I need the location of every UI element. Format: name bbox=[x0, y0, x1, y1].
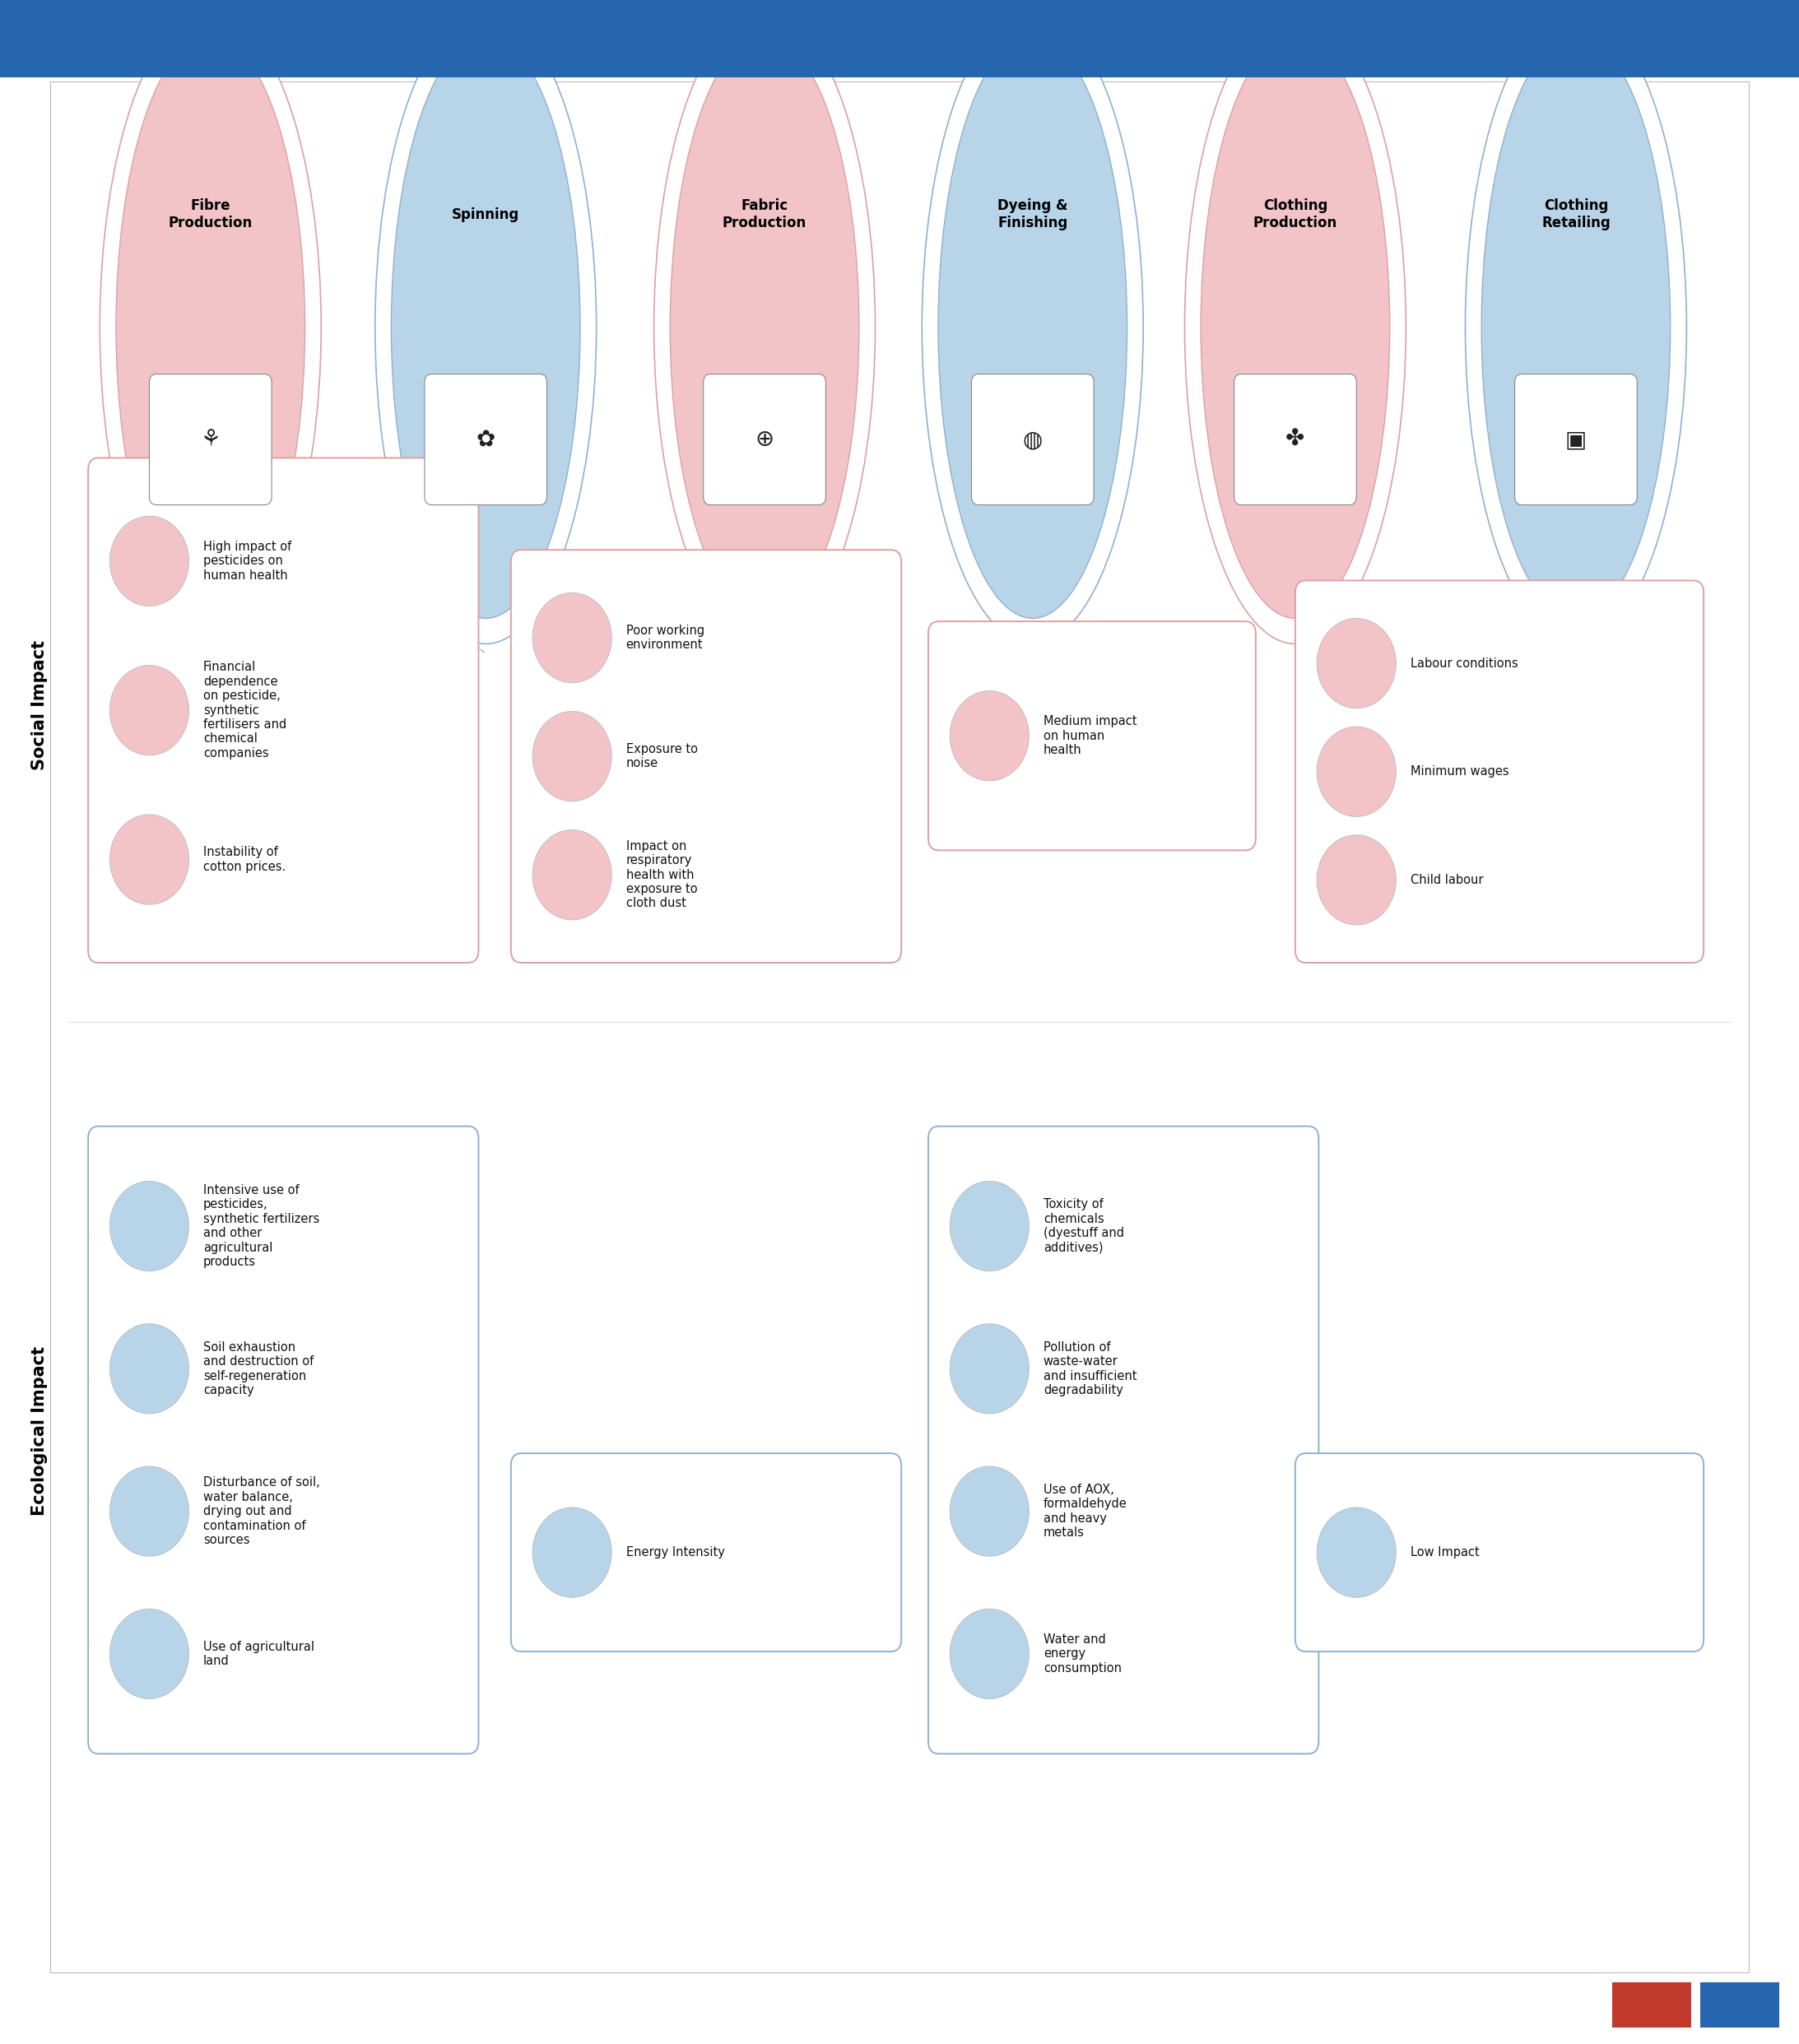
Ellipse shape bbox=[950, 1466, 1029, 1555]
FancyBboxPatch shape bbox=[928, 1126, 1319, 1754]
Text: Labour conditions: Labour conditions bbox=[1410, 656, 1518, 670]
Ellipse shape bbox=[1482, 37, 1671, 617]
Text: Fabric
Production: Fabric Production bbox=[723, 198, 806, 231]
Text: Poor working
environment: Poor working environment bbox=[626, 623, 705, 652]
FancyBboxPatch shape bbox=[511, 1453, 901, 1652]
Text: ▣: ▣ bbox=[1565, 427, 1587, 452]
Ellipse shape bbox=[101, 10, 322, 644]
Text: Pollution of
waste-water
and insufficient
degradability: Pollution of waste-water and insufficien… bbox=[1043, 1341, 1137, 1396]
Text: ◍: ◍ bbox=[1022, 427, 1043, 452]
Text: Intensive use of
pesticides,
synthetic fertilizers
and other
agricultural
produc: Intensive use of pesticides, synthetic f… bbox=[203, 1183, 320, 1267]
Ellipse shape bbox=[533, 830, 612, 920]
FancyBboxPatch shape bbox=[971, 374, 1094, 505]
Ellipse shape bbox=[1317, 834, 1396, 924]
Text: Low Impact: Low Impact bbox=[1410, 1545, 1479, 1560]
Text: ✿: ✿ bbox=[477, 427, 495, 452]
Text: Exposure to
noise: Exposure to noise bbox=[626, 742, 698, 771]
Ellipse shape bbox=[1317, 726, 1396, 816]
Text: Ecological Impact: Ecological Impact bbox=[31, 1347, 49, 1515]
Ellipse shape bbox=[950, 1181, 1029, 1271]
Ellipse shape bbox=[655, 10, 876, 644]
FancyBboxPatch shape bbox=[511, 550, 901, 963]
FancyBboxPatch shape bbox=[1295, 1453, 1704, 1652]
FancyBboxPatch shape bbox=[1612, 1983, 1691, 2028]
FancyBboxPatch shape bbox=[425, 374, 547, 505]
Ellipse shape bbox=[950, 691, 1029, 781]
FancyBboxPatch shape bbox=[1295, 580, 1704, 963]
Text: Use of AOX,
formaldehyde
and heavy
metals: Use of AOX, formaldehyde and heavy metal… bbox=[1043, 1484, 1128, 1539]
Text: Fibre
Production: Fibre Production bbox=[169, 198, 252, 231]
Ellipse shape bbox=[950, 1325, 1029, 1414]
Ellipse shape bbox=[117, 37, 306, 617]
Ellipse shape bbox=[1317, 617, 1396, 707]
Text: Water and
energy
consumption: Water and energy consumption bbox=[1043, 1633, 1121, 1674]
FancyBboxPatch shape bbox=[0, 0, 1799, 78]
Ellipse shape bbox=[110, 517, 189, 605]
Text: High impact of
pesticides on
human health: High impact of pesticides on human healt… bbox=[203, 540, 291, 583]
FancyBboxPatch shape bbox=[928, 621, 1256, 850]
Ellipse shape bbox=[1317, 1508, 1396, 1598]
Text: ✤: ✤ bbox=[1286, 427, 1304, 452]
Ellipse shape bbox=[110, 814, 189, 903]
FancyBboxPatch shape bbox=[1515, 374, 1637, 505]
Ellipse shape bbox=[1200, 37, 1389, 617]
Ellipse shape bbox=[110, 1466, 189, 1555]
FancyBboxPatch shape bbox=[1234, 374, 1356, 505]
Text: Disturbance of soil,
water balance,
drying out and
contamination of
sources: Disturbance of soil, water balance, dryi… bbox=[203, 1476, 320, 1545]
Text: Dyeing &
Finishing: Dyeing & Finishing bbox=[997, 198, 1069, 231]
Text: Toxicity of
chemicals
(dyestuff and
additives): Toxicity of chemicals (dyestuff and addi… bbox=[1043, 1198, 1124, 1253]
Text: Use of agricultural
land: Use of agricultural land bbox=[203, 1641, 315, 1668]
Text: Soil exhaustion
and destruction of
self-regeneration
capacity: Soil exhaustion and destruction of self-… bbox=[203, 1341, 313, 1396]
FancyBboxPatch shape bbox=[88, 458, 479, 963]
Text: Clothing
Retailing: Clothing Retailing bbox=[1542, 198, 1610, 231]
Ellipse shape bbox=[110, 1181, 189, 1271]
Ellipse shape bbox=[392, 37, 579, 617]
Ellipse shape bbox=[533, 711, 612, 801]
Text: Medium impact
on human
health: Medium impact on human health bbox=[1043, 715, 1137, 756]
Ellipse shape bbox=[1184, 10, 1407, 644]
Ellipse shape bbox=[110, 1325, 189, 1414]
Ellipse shape bbox=[921, 10, 1144, 644]
FancyBboxPatch shape bbox=[1700, 1983, 1779, 2028]
Text: Child labour: Child labour bbox=[1410, 873, 1482, 887]
Ellipse shape bbox=[669, 37, 860, 617]
Text: ⚘: ⚘ bbox=[200, 427, 221, 452]
Text: Impact on
respiratory
health with
exposure to
cloth dust: Impact on respiratory health with exposu… bbox=[626, 840, 698, 910]
Text: Energy Intensity: Energy Intensity bbox=[626, 1545, 725, 1560]
Ellipse shape bbox=[376, 10, 597, 644]
Ellipse shape bbox=[1464, 10, 1687, 644]
Text: Social Impact: Social Impact bbox=[31, 640, 49, 771]
Ellipse shape bbox=[110, 666, 189, 754]
Text: Spinning: Spinning bbox=[452, 206, 520, 223]
Ellipse shape bbox=[110, 1609, 189, 1699]
Text: Instability of
cotton prices.: Instability of cotton prices. bbox=[203, 846, 286, 873]
Text: Minimum wages: Minimum wages bbox=[1410, 764, 1509, 779]
Ellipse shape bbox=[939, 37, 1128, 617]
Text: Clothing
Production: Clothing Production bbox=[1254, 198, 1337, 231]
FancyBboxPatch shape bbox=[88, 1126, 479, 1754]
Ellipse shape bbox=[533, 593, 612, 683]
Ellipse shape bbox=[533, 1508, 612, 1598]
Ellipse shape bbox=[950, 1609, 1029, 1699]
FancyBboxPatch shape bbox=[149, 374, 272, 505]
FancyBboxPatch shape bbox=[703, 374, 826, 505]
Text: Figure 5.2. Environmental and Social Impact of Textile Production Processes: Figure 5.2. Environmental and Social Imp… bbox=[32, 29, 968, 49]
Text: ⊕: ⊕ bbox=[756, 427, 774, 452]
Text: Financial
dependence
on pesticide,
synthetic
fertilisers and
chemical
companies: Financial dependence on pesticide, synth… bbox=[203, 660, 286, 760]
